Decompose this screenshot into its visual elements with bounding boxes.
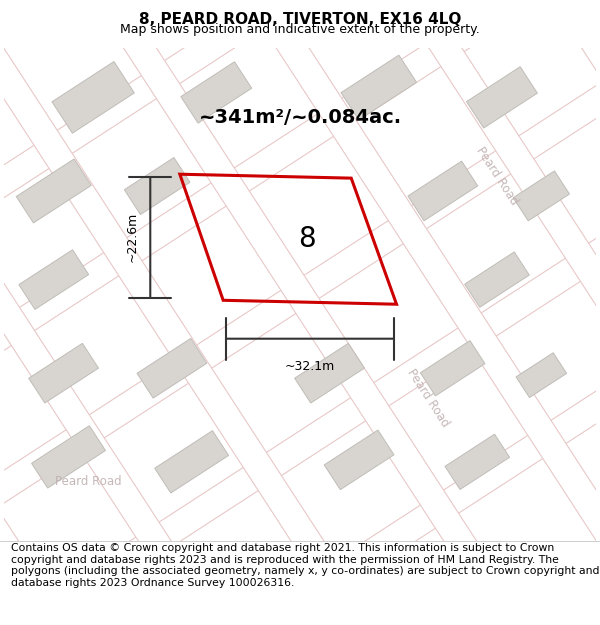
Polygon shape <box>262 0 600 534</box>
Text: ~341m²/~0.084ac.: ~341m²/~0.084ac. <box>199 107 401 127</box>
Polygon shape <box>466 67 538 128</box>
Polygon shape <box>19 250 89 309</box>
Polygon shape <box>137 338 207 398</box>
Polygon shape <box>0 0 470 225</box>
Text: 8, PEARD ROAD, TIVERTON, EX16 4LQ: 8, PEARD ROAD, TIVERTON, EX16 4LQ <box>139 12 461 27</box>
Polygon shape <box>16 159 91 223</box>
Polygon shape <box>0 54 338 625</box>
Polygon shape <box>130 364 600 625</box>
Polygon shape <box>324 430 394 489</box>
Text: Peard Road: Peard Road <box>404 366 452 429</box>
Polygon shape <box>0 0 600 440</box>
Polygon shape <box>32 426 106 488</box>
Polygon shape <box>513 171 569 221</box>
Text: 8: 8 <box>299 225 316 253</box>
Polygon shape <box>421 341 485 396</box>
Polygon shape <box>0 149 600 625</box>
Polygon shape <box>408 161 478 221</box>
Polygon shape <box>52 61 134 133</box>
Text: Contains OS data © Crown copyright and database right 2021. This information is : Contains OS data © Crown copyright and d… <box>11 543 599 588</box>
Polygon shape <box>369 0 600 464</box>
Polygon shape <box>465 252 529 308</box>
Polygon shape <box>341 55 416 120</box>
Polygon shape <box>0 264 16 625</box>
Text: ~22.6m: ~22.6m <box>126 212 139 262</box>
Polygon shape <box>0 41 600 548</box>
Polygon shape <box>154 0 600 604</box>
Polygon shape <box>47 0 553 625</box>
Polygon shape <box>295 343 364 403</box>
Polygon shape <box>0 194 124 625</box>
Polygon shape <box>181 62 252 123</box>
Text: Map shows position and indicative extent of the property.: Map shows position and indicative extent… <box>120 23 480 36</box>
Polygon shape <box>124 158 190 214</box>
Polygon shape <box>0 0 540 332</box>
Polygon shape <box>155 431 229 493</box>
Text: Peard Road: Peard Road <box>55 475 122 488</box>
Polygon shape <box>0 0 400 118</box>
Polygon shape <box>60 256 600 625</box>
Polygon shape <box>0 0 446 625</box>
Polygon shape <box>0 0 331 11</box>
Text: ~32.1m: ~32.1m <box>285 361 335 373</box>
Polygon shape <box>445 434 509 489</box>
Polygon shape <box>516 352 566 398</box>
Polygon shape <box>29 343 98 403</box>
Polygon shape <box>0 124 231 625</box>
Text: Peard Road: Peard Road <box>473 145 521 208</box>
